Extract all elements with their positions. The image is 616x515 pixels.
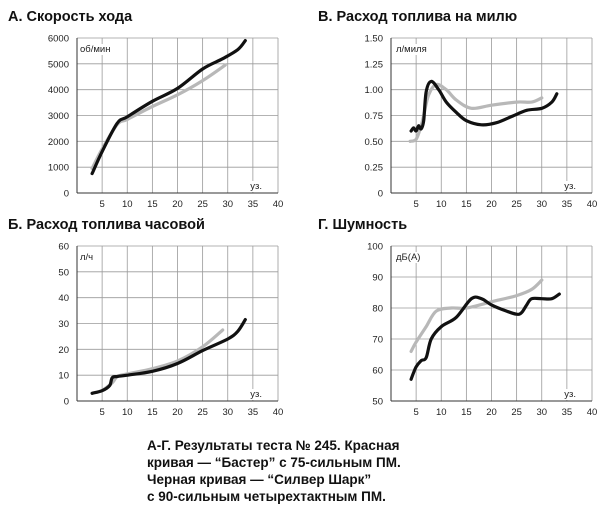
y-tick-label: 1.50 <box>365 34 384 45</box>
chart-panel: А. Скорость хода 0 1000 2000 3000 4000 5000 600… <box>8 9 283 210</box>
x-tick-label: 40 <box>587 407 598 418</box>
x-tick-label: 5 <box>99 407 104 418</box>
x-tick-label: 30 <box>536 199 547 210</box>
chart-title: В. Расход топлива на милю <box>318 9 517 25</box>
x-axis-unit-label: уз. <box>250 389 262 400</box>
series-line-red <box>100 328 225 393</box>
x-tick-label: 5 <box>413 407 418 418</box>
x-tick-label: 25 <box>511 407 522 418</box>
label-backing <box>79 44 112 55</box>
x-tick-label: 10 <box>436 199 447 210</box>
label-backing <box>79 252 95 263</box>
label-backing <box>395 252 422 263</box>
x-axis-unit-label: уз. <box>250 181 262 192</box>
x-tick-label: 35 <box>248 199 259 210</box>
x-tick-label: 30 <box>536 407 547 418</box>
y-tick-label: 20 <box>58 345 69 356</box>
x-tick-label: 10 <box>122 407 133 418</box>
x-tick-label: 20 <box>172 407 183 418</box>
x-tick-label: 35 <box>248 407 259 418</box>
chart-title: Г. Шумность <box>318 217 407 233</box>
x-tick-label: 30 <box>222 199 233 210</box>
x-tick-label: 25 <box>511 199 522 210</box>
y-tick-label: 0.75 <box>365 111 384 122</box>
x-tick-label: 40 <box>273 199 284 210</box>
y-axis-unit-label: дБ(А) <box>396 252 420 263</box>
y-tick-label: 4000 <box>48 85 69 96</box>
y-tick-label: 5000 <box>48 59 69 70</box>
y-tick-label: 1.00 <box>365 85 384 96</box>
y-tick-label: 0 <box>64 189 69 200</box>
x-tick-label: 20 <box>486 407 497 418</box>
x-tick-label: 35 <box>562 199 573 210</box>
caption-line: А-Г. Результаты теста № 245. Красная <box>147 438 400 453</box>
y-tick-label: 50 <box>372 397 383 408</box>
y-tick-label: 40 <box>58 293 69 304</box>
x-tick-label: 15 <box>461 407 472 418</box>
x-axis-unit-label: уз. <box>564 181 576 192</box>
series-line-black <box>409 292 561 381</box>
x-axis-unit-label: уз. <box>564 389 576 400</box>
y-tick-label: 0 <box>64 397 69 408</box>
series-line-black <box>409 79 559 133</box>
figure-caption: А-Г. Результаты теста № 245. Красная кри… <box>147 437 587 505</box>
y-tick-label: 10 <box>58 371 69 382</box>
y-tick-label: 30 <box>58 319 69 330</box>
label-backing <box>563 389 577 400</box>
x-tick-label: 40 <box>273 407 284 418</box>
caption-line: с 90-сильным четырехтактным ПМ. <box>147 489 386 504</box>
x-tick-label: 25 <box>197 199 208 210</box>
y-tick-label: 0.50 <box>365 137 384 148</box>
y-axis-unit-label: л/ч <box>80 252 93 263</box>
x-tick-label: 15 <box>147 407 158 418</box>
y-tick-label: 1.25 <box>365 59 384 70</box>
series-line-red <box>90 63 227 171</box>
caption-line: кривая — “Бастер” с 75-сильным ПМ. <box>147 455 401 470</box>
x-tick-label: 25 <box>197 407 208 418</box>
y-tick-label: 0.25 <box>365 163 384 174</box>
label-backing <box>249 389 263 400</box>
x-tick-label: 10 <box>122 199 133 210</box>
chart-title: А. Скорость хода <box>8 9 133 25</box>
label-backing <box>249 181 263 192</box>
label-backing <box>395 44 428 55</box>
y-axis-unit-label: л/миля <box>396 44 427 55</box>
y-axis-unit-label: об/мин <box>80 44 110 55</box>
caption-line: Черная кривая — “Силвер Шарк” <box>147 472 372 487</box>
chart-panel: В. Расход топлива на милю 0 0.25 0.50 0.75 1.… <box>318 9 597 210</box>
x-tick-label: 35 <box>562 407 573 418</box>
x-tick-label: 5 <box>413 199 418 210</box>
chart-panel: Б. Расход топлива часовой 0 10 20 30 40 50 60 5 1… <box>8 217 283 418</box>
x-tick-label: 15 <box>461 199 472 210</box>
y-tick-label: 80 <box>372 304 383 315</box>
x-tick-label: 10 <box>436 407 447 418</box>
y-tick-label: 3000 <box>48 111 69 122</box>
x-tick-label: 30 <box>222 407 233 418</box>
chart-title: Б. Расход топлива часовой <box>8 217 205 233</box>
chart-panel: Г. Шумность 50 60 70 80 90 100 5 10 15 20 25 30 35 40 д… <box>318 217 597 418</box>
y-tick-label: 0 <box>378 189 383 200</box>
y-tick-label: 70 <box>372 335 383 346</box>
x-tick-label: 20 <box>486 199 497 210</box>
series-line-black <box>90 39 247 176</box>
x-tick-label: 40 <box>587 199 598 210</box>
y-tick-label: 2000 <box>48 137 69 148</box>
x-tick-label: 5 <box>99 199 104 210</box>
y-tick-label: 60 <box>58 242 69 253</box>
series-line-black <box>90 318 247 395</box>
label-backing <box>563 181 577 192</box>
y-tick-label: 6000 <box>48 34 69 45</box>
y-tick-label: 50 <box>58 267 69 278</box>
x-tick-label: 20 <box>172 199 183 210</box>
x-tick-label: 15 <box>147 199 158 210</box>
y-tick-label: 100 <box>367 242 383 253</box>
series-line-red <box>409 278 544 353</box>
y-tick-label: 60 <box>372 366 383 377</box>
y-tick-label: 90 <box>372 273 383 284</box>
y-tick-label: 1000 <box>48 163 69 174</box>
